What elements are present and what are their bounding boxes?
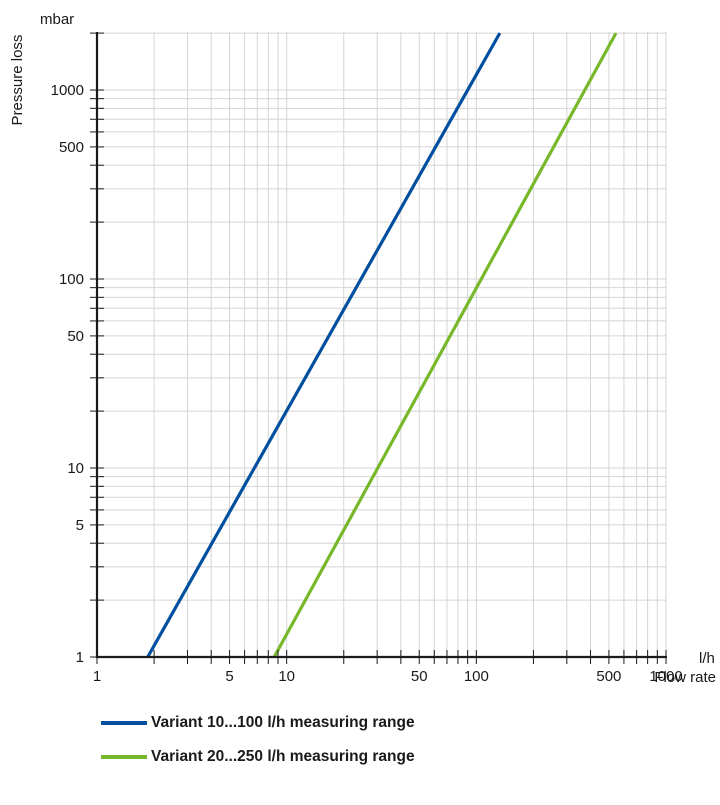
grid — [96, 32, 667, 658]
tick-labels: 1 5 10 50 100 500 1000 1 5 10 50 100 500 1000 — [51, 82, 683, 685]
x-tick-label: 50 — [411, 668, 428, 685]
series-line-1 — [272, 32, 618, 658]
x-tick-label: 5 — [225, 668, 233, 685]
x-tick-label: 500 — [596, 668, 621, 685]
y-tick-label: 100 — [59, 271, 84, 288]
y-tick-label: 1000 — [51, 82, 84, 99]
legend-label: Variant 20...250 l/h measuring range — [151, 748, 415, 765]
y-tick-label: 10 — [67, 460, 84, 477]
x-axis-unit: l/h — [699, 650, 715, 667]
legend-swatch-green — [101, 755, 147, 759]
y-tick-label: 500 — [59, 139, 84, 156]
legend: Variant 10...100 l/h measuring range Var… — [101, 712, 415, 780]
series-lines — [146, 32, 618, 658]
x-tick-label: 10 — [278, 668, 295, 685]
y-tick-label: 1 — [76, 649, 84, 666]
x-tick-label: 100 — [464, 668, 489, 685]
y-axis-title: Pressure loss — [9, 35, 26, 126]
legend-label: Variant 10...100 l/h measuring range — [151, 714, 415, 731]
pressure-loss-chart: 1 5 10 50 100 500 1000 1 5 10 50 100 500 1000 mbar l/… — [9, 11, 716, 686]
legend-item-variant-20-250: Variant 20...250 l/h measuring range — [101, 746, 415, 768]
axes — [90, 32, 667, 664]
y-tick-label: 50 — [67, 328, 84, 345]
legend-swatch-blue — [101, 721, 147, 725]
x-axis-title: Flow rate — [654, 669, 716, 686]
y-tick-label: 5 — [76, 517, 84, 534]
x-tick-label: 1 — [93, 668, 101, 685]
y-axis-unit: mbar — [40, 11, 74, 28]
series-line-0 — [146, 32, 502, 658]
x-tick-label: 1000 — [649, 668, 682, 685]
legend-item-variant-10-100: Variant 10...100 l/h measuring range — [101, 712, 415, 734]
